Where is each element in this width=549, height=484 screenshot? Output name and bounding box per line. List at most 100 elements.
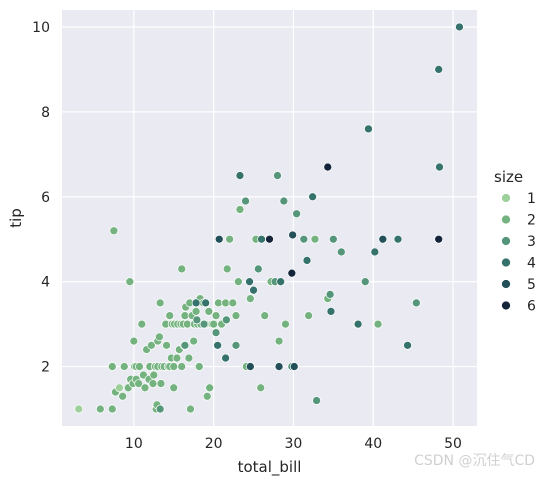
data-point (214, 234, 224, 244)
data-point (378, 234, 388, 244)
data-point (222, 264, 232, 274)
data-point (265, 234, 274, 244)
data-point (310, 234, 320, 244)
x-tick-label: 20 (205, 436, 223, 452)
data-point (325, 290, 335, 299)
data-point (201, 298, 211, 308)
data-point (308, 192, 317, 202)
data-point (234, 277, 243, 287)
data-point (194, 362, 204, 371)
x-axis-label: total_bill (238, 458, 302, 477)
data-point (292, 209, 301, 219)
x-tick-label: 30 (285, 436, 303, 452)
data-point (184, 353, 194, 363)
data-point (235, 205, 245, 214)
data-point (169, 383, 179, 393)
x-tick-label: 10 (125, 436, 143, 452)
x-tick-labels: 10 20 30 40 50 (125, 436, 462, 452)
legend-marker (501, 279, 511, 289)
data-point (221, 298, 230, 308)
data-point (364, 124, 373, 134)
data-point (125, 277, 135, 287)
data-point (274, 362, 284, 371)
legend-label: 4 (527, 256, 536, 272)
data-point (209, 319, 218, 329)
legend-marker (501, 300, 511, 311)
data-point (274, 336, 284, 346)
data-point (393, 234, 403, 244)
data-point (245, 277, 254, 287)
data-point (137, 319, 147, 329)
data-point (211, 311, 221, 320)
legend-label: 1 (527, 191, 536, 207)
data-point (134, 379, 143, 388)
y-tick-label: 6 (41, 190, 50, 206)
y-tick-label: 4 (41, 275, 50, 291)
x-tick-label: 50 (444, 436, 462, 452)
data-point (191, 298, 201, 308)
data-point (186, 404, 195, 414)
data-point (304, 311, 313, 320)
data-point (95, 404, 105, 414)
legend-label: 3 (527, 234, 536, 250)
data-point (177, 362, 187, 371)
legend-marker (501, 257, 511, 268)
data-point (107, 404, 117, 414)
data-point (222, 315, 231, 325)
data-point (302, 256, 312, 265)
data-point (107, 362, 117, 371)
data-point (411, 298, 421, 308)
data-point (336, 247, 346, 257)
data-point (273, 171, 282, 180)
y-tick-label: 8 (41, 105, 50, 121)
data-point (155, 332, 164, 342)
data-point (370, 247, 380, 257)
y-tick-labels: 2 4 6 8 10 (32, 20, 50, 376)
data-point (177, 264, 187, 274)
data-point (140, 383, 150, 393)
data-point (241, 196, 250, 206)
data-point (118, 391, 128, 401)
data-point (214, 298, 223, 308)
data-point (119, 362, 129, 371)
data-point (221, 353, 230, 363)
data-point (135, 362, 144, 371)
data-point (182, 319, 192, 329)
data-point (245, 294, 255, 304)
data-point (235, 171, 245, 180)
data-point (148, 379, 158, 388)
data-point (180, 311, 190, 320)
data-point (360, 277, 370, 287)
data-point (288, 230, 297, 240)
data-point (289, 362, 299, 371)
data-point (435, 162, 444, 172)
data-point (180, 340, 190, 350)
legend-title: size (494, 168, 523, 186)
legend-label: 2 (527, 213, 536, 229)
data-point (191, 307, 201, 316)
data-point (299, 234, 309, 244)
data-point (204, 307, 214, 316)
legend-marker (501, 214, 511, 225)
data-point (149, 370, 159, 380)
data-point (328, 234, 338, 244)
data-point (276, 277, 286, 287)
data-point (202, 391, 212, 401)
data-point (434, 234, 444, 244)
data-point (169, 362, 179, 371)
data-point (245, 362, 255, 371)
data-point (205, 383, 214, 393)
data-point (213, 340, 222, 350)
data-point (353, 319, 363, 329)
data-point (172, 353, 182, 363)
x-tick-label: 40 (364, 436, 382, 452)
data-point (155, 298, 165, 308)
legend-marker (501, 193, 511, 203)
legend-marker (501, 236, 511, 246)
data-point (189, 336, 199, 346)
data-point (326, 307, 336, 316)
data-point (147, 340, 156, 350)
data-point (260, 311, 270, 320)
data-point (279, 196, 289, 206)
data-points (74, 22, 464, 414)
